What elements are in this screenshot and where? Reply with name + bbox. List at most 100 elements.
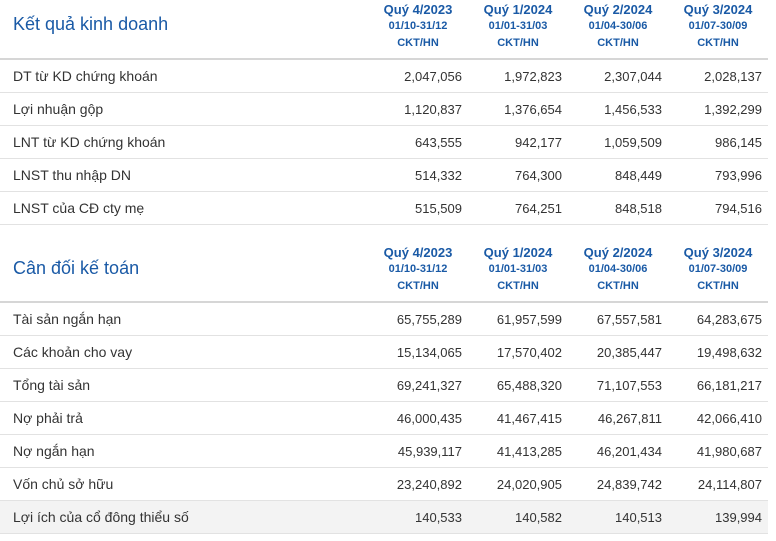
- table-row: Tổng tài sản 69,241,327 65,488,320 71,10…: [0, 369, 768, 402]
- cell-value: 42,066,410: [696, 411, 762, 426]
- balance-col-1[interactable]: Quý 4/2023 01/10-31/12 CKT/HN: [368, 243, 468, 295]
- quarter-label[interactable]: Quý 3/2024: [683, 245, 753, 260]
- report-type: CKT/HN: [497, 37, 539, 49]
- row-label: Các khoản cho vay: [13, 344, 133, 360]
- cell-value: 942,177: [515, 135, 562, 150]
- income-col-1[interactable]: Quý 4/2023 01/10-31/12 CKT/HN: [368, 0, 468, 52]
- cell-value: 41,413,285: [496, 444, 562, 459]
- cell-value: 515,509: [415, 201, 462, 216]
- row-label: Tổng tài sản: [13, 377, 91, 393]
- cell-value: 1,376,654: [504, 102, 562, 117]
- cell-value: 1,120,837: [404, 102, 462, 117]
- header-divider: [0, 58, 768, 60]
- quarter-label[interactable]: Quý 1/2024: [483, 245, 553, 260]
- report-type: CKT/HN: [597, 37, 639, 49]
- report-type: CKT/HN: [597, 280, 639, 292]
- cell-value: 794,516: [715, 201, 762, 216]
- date-range: 01/07-30/09: [688, 263, 748, 275]
- income-col-2[interactable]: Quý 1/2024 01/01-31/03 CKT/HN: [468, 0, 568, 52]
- income-section: Kết quả kinh doanh Quý 4/2023 01/10-31/1…: [0, 0, 768, 225]
- row-label: Vốn chủ sở hữu: [13, 476, 114, 492]
- table-row: Nợ ngắn hạn 45,939,117 41,413,285 46,201…: [0, 435, 768, 468]
- row-label: Lợi ích của cổ đông thiểu số: [13, 509, 189, 525]
- table-row: Lợi ích của cổ đông thiểu số 140,533 140…: [0, 501, 768, 534]
- row-label: Tài sản ngắn hạn: [13, 311, 122, 327]
- cell-value: 139,994: [715, 510, 762, 525]
- balance-col-3[interactable]: Quý 2/2024 01/04-30/06 CKT/HN: [568, 243, 668, 295]
- cell-value: 2,047,056: [404, 69, 462, 84]
- cell-value: 20,385,447: [596, 345, 662, 360]
- header-divider: [0, 301, 768, 303]
- cell-value: 764,300: [515, 168, 562, 183]
- balance-col-2[interactable]: Quý 1/2024 01/01-31/03 CKT/HN: [468, 243, 568, 295]
- cell-value: 46,201,434: [596, 444, 662, 459]
- date-range: 01/10-31/12: [388, 20, 448, 32]
- cell-value: 1,456,533: [604, 102, 662, 117]
- quarter-label[interactable]: Quý 4/2023: [383, 245, 453, 260]
- row-label: Nợ ngắn hạn: [13, 443, 95, 459]
- quarter-label[interactable]: Quý 3/2024: [683, 2, 753, 17]
- row-label: LNST thu nhập DN: [13, 167, 132, 183]
- quarter-label[interactable]: Quý 2/2024: [583, 245, 653, 260]
- cell-value: 140,582: [515, 510, 562, 525]
- cell-value: 64,283,675: [696, 312, 762, 327]
- cell-value: 41,980,687: [696, 444, 762, 459]
- cell-value: 46,267,811: [597, 411, 662, 426]
- cell-value: 24,020,905: [496, 477, 562, 492]
- date-range: 01/04-30/06: [588, 20, 648, 32]
- cell-value: 1,059,509: [604, 135, 662, 150]
- table-row: LNST của CĐ cty mẹ 515,509 764,251 848,5…: [0, 192, 768, 225]
- cell-value: 69,241,327: [396, 378, 462, 393]
- cell-value: 848,449: [615, 168, 662, 183]
- table-row: Nợ phải trả 46,000,435 41,467,415 46,267…: [0, 402, 768, 435]
- balance-title: Cân đối kế toán: [13, 258, 140, 278]
- cell-value: 643,555: [415, 135, 462, 150]
- cell-value: 61,957,599: [496, 312, 562, 327]
- balance-col-4[interactable]: Quý 3/2024 01/07-30/09 CKT/HN: [668, 243, 768, 295]
- cell-value: 66,181,217: [696, 378, 762, 393]
- balance-header: Cân đối kế toán Quý 4/2023 01/10-31/12 C…: [0, 243, 768, 303]
- table-row: LNT từ KD chứng khoán 643,555 942,177 1,…: [0, 126, 768, 159]
- cell-value: 65,755,289: [396, 312, 462, 327]
- cell-value: 140,533: [415, 510, 462, 525]
- row-label: Lợi nhuận gộp: [13, 101, 104, 117]
- cell-value: 71,107,553: [596, 378, 662, 393]
- table-row: Tài sản ngắn hạn 65,755,289 61,957,599 6…: [0, 303, 768, 336]
- balance-section: Cân đối kế toán Quý 4/2023 01/10-31/12 C…: [0, 243, 768, 534]
- date-range: 01/10-31/12: [388, 263, 448, 275]
- cell-value: 17,570,402: [496, 345, 562, 360]
- income-col-4[interactable]: Quý 3/2024 01/07-30/09 CKT/HN: [668, 0, 768, 52]
- report-type: CKT/HN: [497, 280, 539, 292]
- quarter-label[interactable]: Quý 4/2023: [383, 2, 453, 17]
- cell-value: 41,467,415: [496, 411, 562, 426]
- report-type: CKT/HN: [397, 37, 439, 49]
- cell-value: 140,513: [615, 510, 662, 525]
- cell-value: 23,240,892: [396, 477, 462, 492]
- table-row: Các khoản cho vay 15,134,065 17,570,402 …: [0, 336, 768, 369]
- income-header: Kết quả kinh doanh Quý 4/2023 01/10-31/1…: [0, 0, 768, 60]
- cell-value: 1,972,823: [504, 69, 562, 84]
- cell-value: 67,557,581: [596, 312, 662, 327]
- quarter-label[interactable]: Quý 1/2024: [483, 2, 553, 17]
- cell-value: 764,251: [515, 201, 562, 216]
- quarter-label[interactable]: Quý 2/2024: [583, 2, 653, 17]
- report-type: CKT/HN: [397, 280, 439, 292]
- row-label: Nợ phải trả: [13, 410, 83, 426]
- cell-value: 24,114,807: [697, 477, 762, 492]
- cell-value: 848,518: [615, 201, 662, 216]
- cell-value: 986,145: [715, 135, 762, 150]
- income-title: Kết quả kinh doanh: [13, 14, 169, 34]
- row-label: DT từ KD chứng khoán: [13, 68, 158, 84]
- income-col-3[interactable]: Quý 2/2024 01/04-30/06 CKT/HN: [568, 0, 668, 52]
- cell-value: 19,498,632: [696, 345, 762, 360]
- cell-value: 514,332: [415, 168, 462, 183]
- table-row: Lợi nhuận gộp 1,120,837 1,376,654 1,456,…: [0, 93, 768, 126]
- cell-value: 793,996: [715, 168, 762, 183]
- date-range: 01/01-31/03: [488, 20, 548, 32]
- date-range: 01/01-31/03: [488, 263, 548, 275]
- cell-value: 46,000,435: [396, 411, 462, 426]
- report-type: CKT/HN: [697, 280, 739, 292]
- cell-value: 2,028,137: [704, 69, 762, 84]
- row-label: LNST của CĐ cty mẹ: [13, 200, 145, 216]
- row-label: LNT từ KD chứng khoán: [13, 134, 166, 150]
